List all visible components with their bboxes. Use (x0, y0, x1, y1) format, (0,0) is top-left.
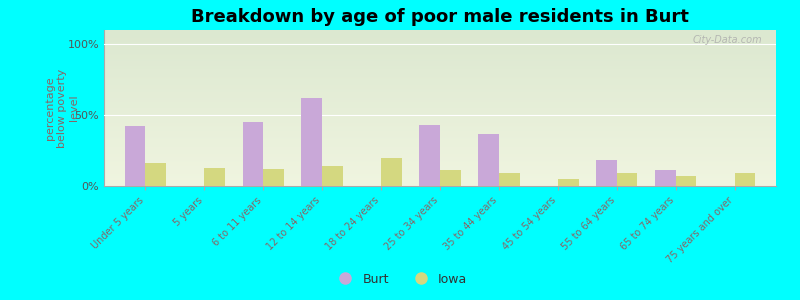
Bar (440, 170, 461, 186)
Bar (146, 163, 166, 186)
Title: Breakdown by age of poor male residents in Burt: Breakdown by age of poor male residents … (191, 8, 689, 26)
Bar (419, 125, 440, 186)
Bar (381, 158, 402, 186)
Bar (558, 179, 578, 186)
Bar (655, 170, 676, 186)
Text: City-Data.com: City-Data.com (693, 35, 762, 45)
Bar (125, 126, 146, 186)
Bar (734, 173, 755, 186)
Bar (499, 173, 519, 186)
Legend: Burt, Iowa: Burt, Iowa (328, 268, 472, 291)
Bar (617, 173, 638, 186)
Bar (322, 166, 342, 186)
Bar (302, 98, 322, 186)
Bar (676, 176, 697, 186)
Bar (596, 160, 617, 186)
Bar (263, 169, 284, 186)
Bar (478, 134, 499, 186)
Bar (242, 122, 263, 186)
Bar (204, 168, 225, 186)
Y-axis label: percentage
below poverty
level: percentage below poverty level (46, 68, 78, 148)
